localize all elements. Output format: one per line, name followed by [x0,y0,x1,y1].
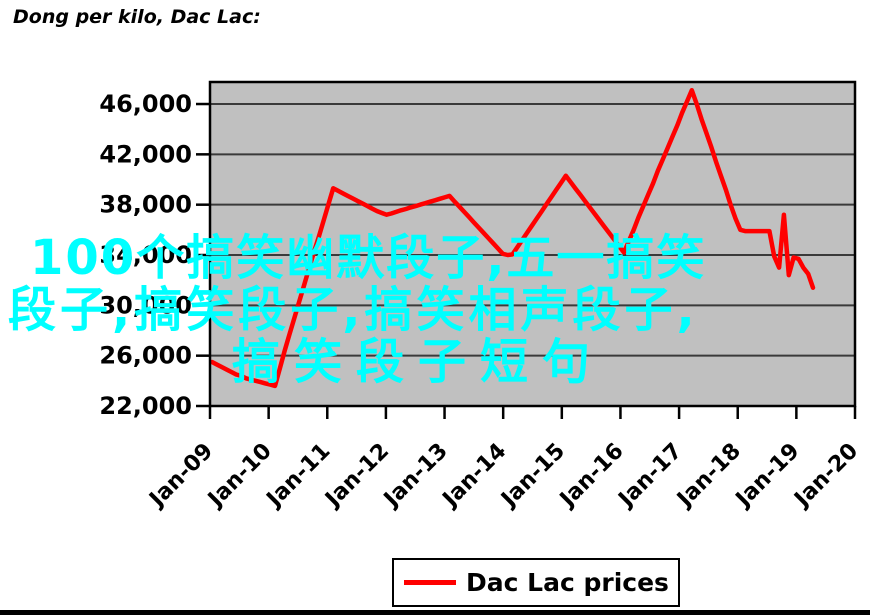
y-axis-label: 42,000 [99,140,192,168]
plot-border [208,80,857,408]
x-axis-label: Jan-17 [613,439,688,514]
x-axis-label: Jan-10 [202,439,277,514]
x-axis-label: Jan-13 [378,439,453,514]
x-axis-label: Jan-18 [671,439,746,514]
price-chart-svg: 22,000 26,000 30,000 34,000 38,000 42,000 46,0… [99,80,864,514]
y-axis-label: 38,000 [99,191,192,219]
x-axis-label: Jan-19 [730,439,805,514]
y-axis-label: 34,000 [99,241,192,269]
x-axis-label: Jan-16 [554,439,629,514]
bottom-border-bar [0,610,870,615]
watermark-line-2: 段子,搞笑段子,搞笑相声段子, [8,282,699,338]
price-line-series [209,87,816,389]
x-axis-label: Jan-09 [144,439,219,514]
watermark-line-3: 搞笑段子短句 [232,334,605,390]
x-axis-label: Jan-15 [495,439,570,514]
y-axis-label: 46,000 [99,90,192,118]
chart-title: Dong per kilo, Dac Lac: [13,6,261,28]
x-axis-label: Jan-14 [437,439,512,514]
legend: Dac Lac prices [392,558,680,607]
y-axis-label: 30,000 [99,291,192,319]
x-axis-label: Jan-20 [789,439,864,514]
y-axis-label: 26,000 [99,342,192,370]
watermark-line-1: 100个搞笑幽默段子,五一搞笑 [30,230,707,286]
x-axis-label: Jan-11 [261,439,336,514]
y-axis-label: 22,000 [99,392,192,420]
legend-line-sample [404,580,456,585]
x-axis-label: Jan-12 [320,439,395,514]
legend-label: Dac Lac prices [466,568,669,597]
